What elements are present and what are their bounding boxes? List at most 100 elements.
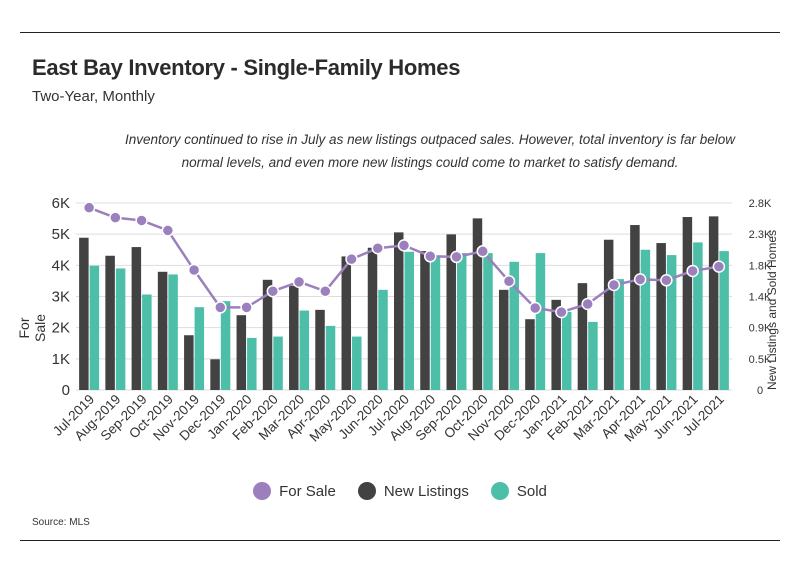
y-tick-label-left: 6K [52, 195, 70, 212]
legend-swatch-sold [490, 482, 509, 500]
legend-swatch-for-sale [253, 482, 272, 500]
bar-sold [404, 251, 414, 390]
bar-new-listings [236, 315, 247, 390]
y-tick-label-right: 0.9K [749, 323, 772, 335]
point-for-sale [319, 284, 332, 298]
point-for-sale [292, 275, 306, 289]
legend-label-for-sale: For Sale [279, 482, 336, 500]
legend-item-for-sale: For Sale [253, 482, 336, 500]
bar-sold [509, 261, 519, 390]
bar-new-listings [157, 271, 168, 390]
legend-label-new-listings: New Listings [383, 482, 469, 500]
point-for-sale [135, 214, 148, 227]
legend-item-sold: Sold [490, 482, 547, 500]
y-tick-label-left: 0 [62, 382, 70, 399]
point-for-sale [397, 239, 411, 252]
bar-sold [430, 257, 441, 390]
bar-sold [378, 289, 388, 390]
bar-sold [640, 249, 651, 390]
bar-sold [561, 311, 572, 390]
bar-new-listings [262, 279, 273, 390]
bar-new-listings [367, 247, 378, 390]
bar-sold [666, 255, 677, 390]
legend: For Sale New Listings Sold [0, 482, 800, 500]
bar-new-listings [551, 299, 561, 390]
bar-sold [220, 301, 231, 390]
point-for-sale [555, 305, 568, 319]
bar-sold [693, 242, 703, 390]
top-rule [20, 32, 780, 33]
bar-new-listings [656, 243, 666, 390]
annotation-line-1: Inventory continued to rise in July as n… [124, 132, 736, 147]
point-for-sale [423, 250, 437, 263]
point-for-sale [371, 241, 385, 255]
bar-new-listings [105, 255, 115, 390]
point-for-sale [187, 263, 201, 277]
bottom-rule [20, 540, 780, 541]
bar-new-listings [341, 256, 352, 390]
bar-new-listings [577, 283, 588, 390]
bar-sold [247, 337, 257, 390]
bar-sold [719, 251, 729, 390]
bar-new-listings [289, 285, 299, 390]
point-for-sale [502, 274, 516, 288]
y-tick-label-right: 0 [757, 385, 763, 397]
point-for-sale [82, 201, 96, 214]
point-for-sale [712, 260, 726, 273]
bar-sold [535, 253, 546, 390]
bar-new-listings [315, 309, 325, 390]
point-for-sale [240, 301, 253, 314]
bar-sold [142, 294, 152, 390]
point-for-sale [528, 301, 542, 315]
bar-sold [325, 325, 336, 390]
bar-sold [115, 268, 126, 390]
bar-new-listings [603, 239, 614, 390]
chart-subtitle: Two-Year, Monthly [32, 88, 155, 105]
bar-new-listings [210, 359, 220, 390]
point-for-sale [633, 273, 647, 286]
bar-new-listings [708, 216, 719, 390]
source-note: Source: MLS [32, 517, 90, 528]
point-for-sale [161, 224, 175, 237]
annotation-line-2: normal levels, and even more new listing… [181, 155, 679, 170]
bar-sold [273, 336, 283, 390]
y-tick-label-right: 2.8K [749, 198, 772, 210]
bar-new-listings [394, 232, 404, 390]
bar-sold [194, 307, 205, 390]
y-tick-label-right: 0.5K [749, 354, 772, 366]
bar-sold [299, 310, 310, 390]
bar-new-listings [525, 319, 535, 390]
bar-sold [483, 253, 493, 390]
point-for-sale [581, 297, 594, 311]
point-for-sale [214, 301, 227, 314]
y-tick-label-left: 5K [52, 226, 70, 243]
legend-swatch-new-listings [357, 482, 376, 500]
point-for-sale [660, 274, 673, 287]
bar-new-listings [630, 225, 640, 390]
chart-annotation: Inventory continued to rise in July as n… [100, 128, 760, 174]
y-tick-label-left: 1K [52, 351, 70, 368]
inventory-chart: 01K2K3K4K5K6K00.5K0.9K1.4K1.8K2.3K2.8KJu… [50, 195, 772, 445]
point-for-sale [476, 245, 489, 258]
y-tick-label-right: 2.3K [749, 229, 772, 241]
bar-sold [352, 336, 362, 390]
bar-sold [614, 279, 624, 390]
point-for-sale [345, 252, 358, 266]
point-for-sale [607, 278, 621, 292]
bar-new-listings [131, 247, 142, 390]
bar-new-listings [472, 218, 483, 390]
chart-title: East Bay Inventory - Single-Family Homes [32, 55, 461, 80]
y-tick-label-right: 1.4K [749, 292, 772, 304]
y-tick-label-left: 4K [52, 257, 70, 274]
bar-new-listings [498, 289, 509, 390]
y-tick-label-left: 3K [52, 289, 70, 306]
bar-sold [588, 321, 598, 390]
point-for-sale [266, 284, 280, 298]
bar-sold [89, 265, 100, 390]
point-for-sale [686, 264, 699, 278]
bar-new-listings [446, 234, 456, 390]
bar-new-listings [79, 237, 89, 390]
bar-new-listings [420, 251, 430, 390]
legend-label-sold: Sold [516, 482, 547, 500]
y-tick-label-right: 1.8K [749, 260, 772, 272]
